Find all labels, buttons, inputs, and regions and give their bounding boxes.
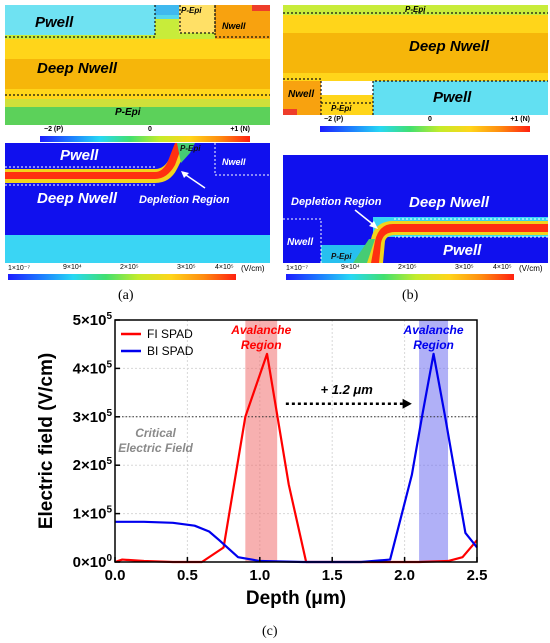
- x-tick-label: 1.0: [249, 567, 270, 584]
- label-nwell: Nwell: [287, 237, 313, 248]
- label-p-epi: P-Epi: [331, 252, 352, 261]
- y-tick-label: 2×105: [73, 456, 113, 474]
- label-deep-nwell: Deep Nwell: [37, 190, 118, 207]
- field-tick: 9×10⁴: [341, 264, 360, 271]
- label-nwell: Nwell: [288, 89, 314, 100]
- field-tick: 2×10⁵: [120, 264, 139, 271]
- label-pwell: Pwell: [443, 242, 482, 259]
- doping-scale-max: +1 (N): [230, 126, 250, 133]
- field-tick: 4×10⁵: [493, 264, 512, 271]
- x-tick-label: 0.5: [177, 567, 198, 584]
- label-pwell: Pwell: [35, 14, 74, 31]
- avalanche-region-label: Region: [413, 338, 454, 352]
- doping-scale-min: −2 (P): [44, 126, 64, 133]
- avalanche-region-label: Region: [241, 338, 282, 352]
- avalanche-region-label: Avalanche: [403, 323, 464, 337]
- y-tick-label: 0×100: [73, 553, 113, 571]
- shift-label: + 1.2 μm: [321, 382, 374, 397]
- label-depletion-region: Depletion Region: [139, 194, 230, 206]
- doping-scale-max: +1 (N): [510, 116, 530, 123]
- label-p-epi-bottom: P-Epi: [331, 104, 352, 113]
- panel-a-field: Pwell P-Epi Nwell Deep Nwell Depletion R…: [5, 143, 270, 263]
- x-tick-label: 1.5: [322, 567, 343, 584]
- label-p-epi-bottom: P-Epi: [115, 107, 141, 118]
- field-unit: (V/cm): [519, 264, 543, 273]
- field-unit: (V/cm): [241, 264, 265, 273]
- critical-field-label: Critical: [135, 426, 176, 440]
- label-pwell: Pwell: [433, 89, 472, 106]
- field-tick: 2×10⁵: [398, 264, 417, 271]
- field-tick: 9×10⁴: [63, 264, 82, 271]
- plot-frame: [114, 319, 478, 563]
- label-deep-nwell: Deep Nwell: [409, 194, 490, 211]
- field-tick: 4×10⁵: [215, 264, 234, 271]
- x-tick-label: 0.0: [105, 567, 126, 584]
- x-axis-title: Depth (μm): [246, 588, 346, 609]
- label-p-epi: P-Epi: [180, 144, 201, 153]
- doping-scale-mid: 0: [148, 126, 152, 133]
- critical-field-label: Electric Field: [118, 441, 193, 455]
- label-deep-nwell: Deep Nwell: [409, 38, 490, 55]
- label-p-epi: P-Epi: [405, 5, 426, 14]
- legend-label: BI SPAD: [147, 344, 194, 358]
- electric-field-chart: 0.0 0.5 1.0 1.5 2.0 2.5 0×100 1×105 2×105 3×105 4×…: [36, 311, 488, 609]
- y-tick-label: 4×105: [73, 359, 113, 377]
- y-axis-title: Electric field (V/cm): [36, 353, 57, 529]
- avalanche-region: [419, 320, 449, 562]
- doping-scale-b: −2 (P) 0 +1 (N): [320, 116, 530, 134]
- panel-b-doping: P-Epi Deep Nwell Nwell Pwell P-Epi: [283, 5, 548, 115]
- doping-scale-min: −2 (P): [324, 116, 344, 123]
- avalanche-region-label: Avalanche: [230, 323, 291, 337]
- doping-scale-mid: 0: [428, 116, 432, 123]
- panel-b-field: Depletion Region Deep Nwell Nwell P-Epi …: [283, 155, 548, 263]
- field-tick: 1×10⁻⁷: [8, 265, 30, 272]
- label-deep-nwell: Deep Nwell: [37, 60, 118, 77]
- label-nwell: Nwell: [222, 21, 246, 31]
- field-tick: 3×10⁵: [455, 264, 474, 271]
- y-tick-label: 3×105: [73, 408, 113, 426]
- field-scale-a: 1×10⁻⁷ 9×10⁴ 2×10⁵ 3×10⁵ 4×10⁵ (V/cm): [5, 264, 270, 282]
- shift-arrowhead: [402, 398, 412, 409]
- legend-label: FI SPAD: [147, 327, 193, 341]
- label-p-epi: P-Epi: [181, 6, 202, 15]
- figure-label-a: (a): [118, 288, 134, 303]
- label-depletion-region: Depletion Region: [291, 196, 382, 208]
- y-tick-label: 5×105: [73, 311, 113, 329]
- field-tick: 3×10⁵: [177, 264, 196, 271]
- x-tick-label: 2.5: [467, 567, 488, 584]
- field-tick: 1×10⁻⁷: [286, 265, 308, 272]
- figure-label-c: (c): [262, 624, 278, 639]
- doping-scale-a: −2 (P) 0 +1 (N): [40, 126, 250, 144]
- y-tick-label: 1×105: [73, 505, 113, 523]
- panel-a-doping: Pwell P-Epi Nwell Deep Nwell P-Epi: [5, 5, 270, 125]
- label-nwell: Nwell: [222, 157, 246, 167]
- label-pwell: Pwell: [60, 147, 99, 164]
- avalanche-region: [245, 320, 278, 562]
- x-tick-label: 2.0: [394, 567, 415, 584]
- field-scale-b: 1×10⁻⁷ 9×10⁴ 2×10⁵ 3×10⁵ 4×10⁵ (V/cm): [283, 264, 548, 282]
- figure-label-b: (b): [402, 288, 419, 303]
